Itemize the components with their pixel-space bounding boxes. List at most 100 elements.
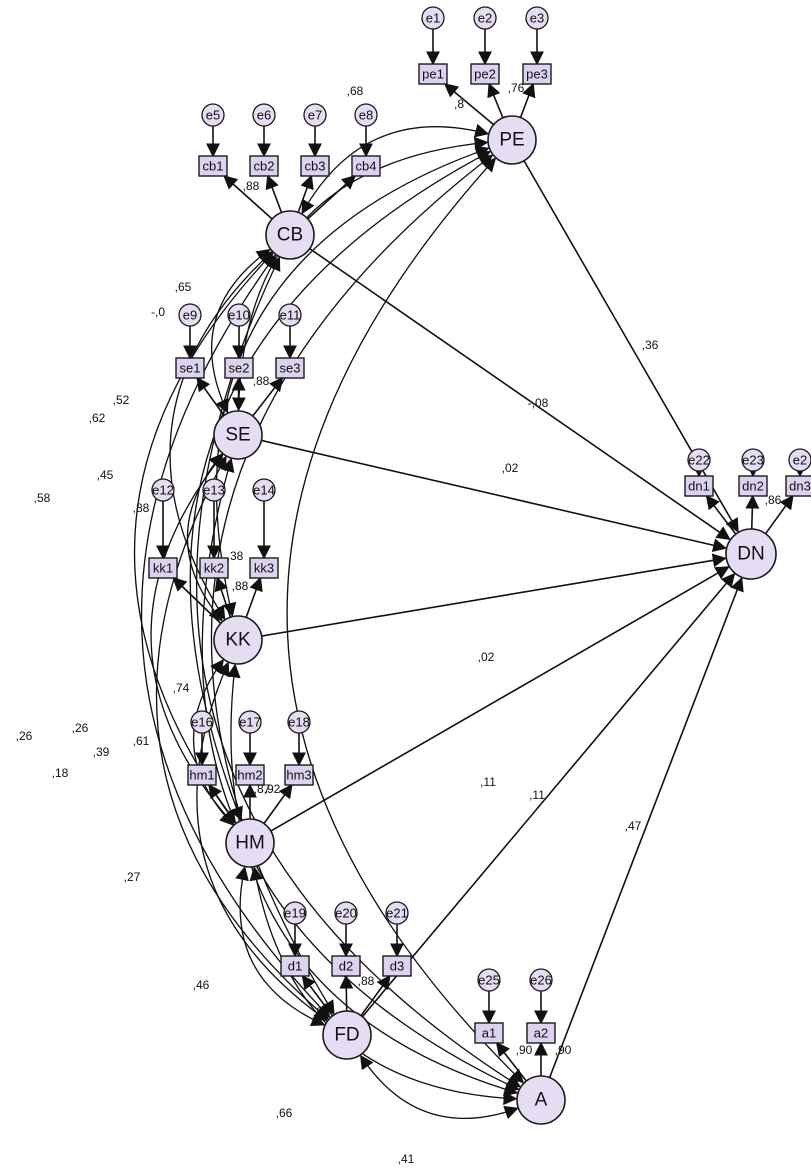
indicator-a1: [474, 1022, 504, 1044]
error-label-e16: e16: [191, 715, 213, 730]
error-e24: [788, 448, 811, 472]
error-e25: [477, 968, 501, 992]
error-label-e18: e18: [288, 715, 310, 730]
coef-CB-to-DN: -,08: [528, 396, 549, 410]
loading-CB-cb1: [223, 175, 273, 220]
indicator-label-cb3: cb3: [305, 159, 326, 174]
indicator-dn2: [738, 475, 768, 497]
error-label-e24: e2: [793, 453, 807, 468]
loading-KK-kk1: [172, 577, 222, 624]
loading-coef-pe1: ,8: [454, 97, 464, 111]
indicator-label-se2: se2: [229, 361, 250, 376]
loading-PE-pe2: [487, 82, 504, 119]
coef-FD-to-DN: ,11: [529, 788, 545, 802]
indicator-dn1: [684, 475, 714, 497]
indicator-se1: [175, 357, 205, 379]
latent-A: [516, 1075, 566, 1125]
loading-SE-se3: [252, 376, 284, 417]
indicator-fd3: [382, 955, 412, 977]
indicator-label-dn1: dn1: [688, 479, 710, 494]
coef-KK-to-DN: ,02: [478, 650, 495, 664]
indicator-label-fd2: d2: [339, 959, 353, 974]
indicator-label-a2: a2: [534, 1026, 548, 1041]
indicator-label-se3: se3: [280, 361, 301, 376]
loading-FD-fd3: [360, 974, 391, 1017]
loading-coef-kk3: ,88: [232, 579, 249, 593]
loading-A-a1: [495, 1041, 527, 1082]
loading-PE-pe1: [443, 83, 495, 126]
error-label-e3: e3: [530, 11, 544, 26]
latent-label-SE: SE: [225, 425, 250, 446]
error-label-e26: e26: [530, 973, 552, 988]
indicator-hm3: [284, 764, 314, 786]
loading-coef-a2: ,90: [555, 1043, 572, 1057]
error-label-e11: e11: [280, 308, 301, 323]
indicator-label-cb1: cb1: [203, 159, 224, 174]
covariance-FD-A: [360, 1054, 519, 1120]
latent-label-A: A: [535, 1090, 548, 1111]
covariance-coef-15: ,46: [193, 978, 210, 992]
path-layer: [156, 29, 807, 1082]
loading-CB-cb4: [307, 175, 357, 220]
error-e3: [525, 6, 549, 30]
error-e14: [252, 478, 276, 502]
indicator-fd2: [331, 955, 361, 977]
covariance-coef-1: ,65: [175, 280, 192, 294]
loading-coef-fd2: ,85: [313, 1005, 330, 1019]
covariance-PE-FD: [210, 154, 494, 1015]
error-e26: [529, 968, 553, 992]
covariance-CB-HM: [133, 252, 274, 824]
indicator-pe2: [470, 63, 500, 85]
latent-label-CB: CB: [277, 225, 303, 246]
loading-coef-fd3: ,88: [358, 974, 375, 988]
covariance-HM-FD: [235, 866, 326, 1027]
indicator-label-cb4: cb4: [356, 159, 377, 174]
indicator-dn3: [785, 475, 811, 497]
indicator-a2: [526, 1022, 556, 1044]
label-layer: ,36 -,08 ,02 ,02 ,11 ,11 ,47 ,8 ,76 ,88 ,88 ,88 ,88,…: [16, 81, 782, 1166]
indicator-label-cb2: cb2: [254, 159, 275, 174]
path-KK-to-DN: [261, 553, 727, 637]
indicator-fd1: [280, 955, 310, 977]
node-layer: e1 e2 e3 e5 e6 e7 e8 e9 e10 e11 e12 e13 e14 e16 e17 e18…: [148, 6, 811, 1125]
error-e6: [252, 103, 276, 127]
indicator-label-hm2: hm2: [237, 768, 262, 783]
indicator-hm1: [187, 764, 217, 786]
indicator-cb4: [351, 155, 381, 177]
indicator-label-pe1: pe1: [422, 67, 444, 82]
error-label-e23: e23: [742, 453, 764, 468]
error-label-e7: e7: [308, 108, 322, 123]
indicator-label-se1: se1: [180, 361, 201, 376]
latent-PE: [487, 115, 537, 165]
covariance-coef-8: ,26: [72, 721, 89, 735]
covariance-coef-9: ,39: [93, 745, 110, 759]
latent-label-PE: PE: [499, 130, 524, 151]
path-SE-to-DN: [261, 439, 728, 553]
path-A-to-DN: [548, 576, 744, 1078]
loading-PE-pe3: [519, 82, 536, 118]
path-FD-to-DN: [361, 572, 736, 1018]
loading-coef-hm2: ,87: [254, 782, 271, 796]
indicator-cb2: [249, 155, 279, 177]
indicator-cb1: [198, 155, 228, 177]
path-HM-to-DN: [270, 566, 730, 832]
error-label-e14: e14: [253, 483, 275, 498]
error-label-e5: e5: [206, 108, 220, 123]
error-e10: [227, 303, 251, 327]
indicator-label-kk1: kk1: [153, 561, 173, 576]
indicator-kk3: [249, 557, 279, 579]
loading-KK-kk3: [245, 576, 263, 618]
indicator-kk2: [199, 557, 229, 579]
indicator-cb3: [300, 155, 330, 177]
loading-CB-cb3: [297, 174, 314, 213]
error-e20: [334, 901, 358, 925]
loading-FD-fd1: [301, 974, 334, 1017]
loading-coef-pe2: ,76: [508, 81, 525, 95]
error-label-e8: e8: [359, 108, 373, 123]
coef-SE-to-DN: ,02: [502, 461, 519, 475]
indicator-label-dn2: dn2: [742, 479, 764, 494]
indicator-label-dn3: dn3: [789, 479, 811, 494]
covariance-coef-11: ,18: [52, 766, 69, 780]
loading-FD-fd2: [339, 974, 354, 1012]
latent-DN: [725, 528, 777, 580]
